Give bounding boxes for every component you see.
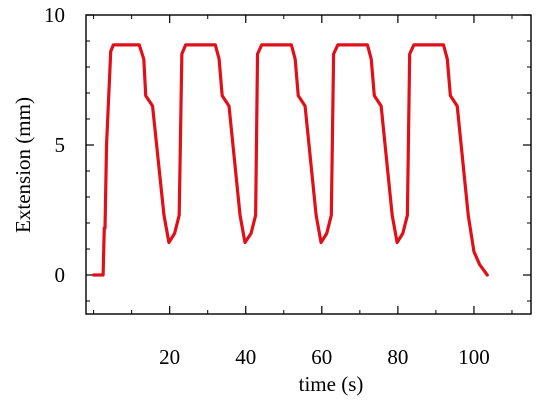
y-tick-label: 10: [44, 3, 65, 27]
tick-labels: 20 40 60 80 100 0 5 10: [44, 3, 490, 369]
y-axis-label: Extension (mm): [11, 97, 35, 233]
data-series-line: [92, 43, 489, 277]
x-tick-label: 80: [387, 345, 408, 369]
y-tick-label: 0: [55, 263, 66, 287]
axis-ticks: [86, 14, 531, 314]
x-tick-label: 20: [159, 345, 180, 369]
x-tick-label: 100: [458, 345, 490, 369]
plot-frame: [85, 14, 532, 315]
y-tick-label: 5: [55, 133, 66, 157]
x-tick-label: 40: [235, 345, 256, 369]
x-tick-label: 60: [311, 345, 332, 369]
x-axis-label: time (s): [299, 372, 364, 396]
